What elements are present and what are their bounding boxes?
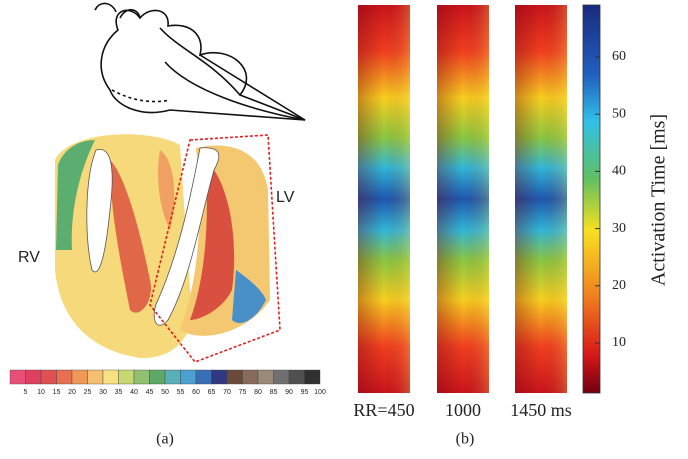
scale-swatch: [56, 369, 73, 385]
scale-label: 50: [161, 389, 169, 396]
panel-caption: (a): [156, 431, 174, 448]
colorbar-title: Activation Time [ms]: [648, 114, 670, 286]
scale-label: 90: [285, 389, 293, 396]
scale-label: 55: [177, 389, 185, 396]
column-label: RR=450: [353, 400, 414, 420]
scale-swatch: [133, 369, 150, 385]
scale-label: 100: [314, 389, 326, 396]
colorbar-ticks: 60 50 40 30 20 10: [595, 49, 626, 350]
scale-label: 45: [146, 389, 154, 396]
scale-swatch: [180, 369, 197, 385]
scale-label: 80: [254, 389, 262, 396]
colorbar-tick-label: 20: [612, 278, 626, 293]
scale-swatch: [87, 369, 104, 385]
scale-swatch: [25, 369, 42, 385]
column-label: 1000: [445, 400, 481, 420]
scale-label: 30: [99, 389, 107, 396]
lv-outline: [149, 134, 281, 363]
scale-swatch: [195, 369, 212, 385]
colorbar-tick-label: 30: [612, 221, 626, 236]
colorbar-tick-label: 60: [612, 49, 626, 64]
heart-sketch: [94, 2, 306, 121]
scale-label: 60: [192, 389, 200, 396]
activation-shade: [515, 5, 567, 393]
colorbar-tick-label: 40: [612, 164, 626, 179]
scale-swatch: [118, 369, 135, 385]
activation-maps: RR=450 1000 1450 ms: [353, 5, 572, 420]
scale-label: 85: [270, 389, 278, 396]
scale-swatch: [9, 369, 26, 385]
ventricle-map: [55, 134, 270, 359]
scale-label: 70: [223, 389, 231, 396]
colorbar-tick-label: 50: [612, 106, 626, 121]
colorbar-tick-label: 10: [612, 335, 626, 350]
scale-swatch: [102, 369, 119, 385]
scale-label: 65: [208, 389, 216, 396]
scale-label: 15: [53, 389, 61, 396]
lv-label: LV: [276, 189, 295, 206]
rv-label: RV: [18, 249, 40, 266]
activation-shade: [358, 5, 410, 393]
scale-swatch: [164, 369, 181, 385]
scale-swatch: [273, 369, 290, 385]
colorbar: [582, 4, 601, 394]
scale-swatch: [211, 369, 228, 385]
scale-swatch: [257, 369, 274, 385]
discrete-scale: 5 10 15 20 25 30 35 40 45 50 55 60 65 70 75 80 85 90 95 100: [9, 369, 326, 396]
scale-swatch: [149, 369, 166, 385]
panel-caption: (b): [456, 431, 475, 448]
scale-label: 35: [115, 389, 123, 396]
column-label: 1450 ms: [510, 400, 572, 420]
scale-swatch: [304, 369, 321, 385]
scale-swatch: [242, 369, 259, 385]
scale-swatch: [40, 369, 57, 385]
activation-shade: [437, 5, 489, 393]
scale-label: 20: [68, 389, 76, 396]
scale-swatch: [71, 369, 88, 385]
scale-swatch: [226, 369, 243, 385]
scale-label: 5: [24, 389, 28, 396]
scale-swatch: [288, 369, 305, 385]
scale-label: 75: [239, 389, 247, 396]
scale-label: 25: [84, 389, 92, 396]
scale-label: 95: [301, 389, 309, 396]
scale-label: 10: [37, 389, 45, 396]
scale-label: 40: [130, 389, 138, 396]
